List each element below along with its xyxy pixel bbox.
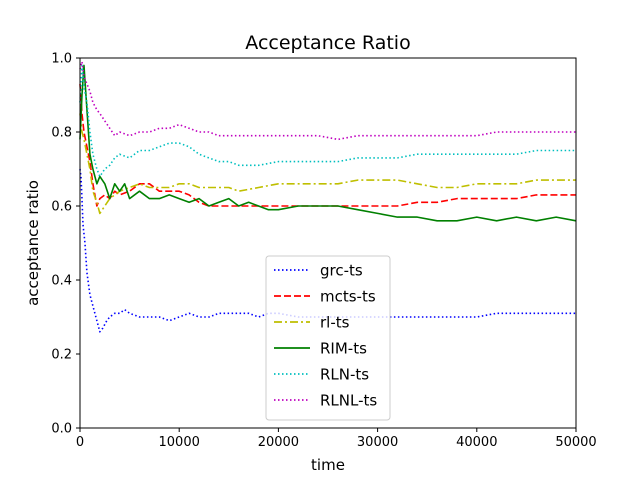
- y-tick-label: 0.0: [51, 422, 72, 437]
- series-line-rim-ts: [79, 64, 577, 222]
- legend-label-rl-ts: rl-ts: [320, 314, 350, 332]
- x-axis-title: time: [311, 456, 345, 474]
- series-line-mcts-ts: [79, 83, 576, 207]
- y-tick-label: 0.4: [51, 274, 72, 289]
- legend-label-rlnl-ts: RLNL-ts: [320, 392, 377, 410]
- plot-area: 0 10000 20000 30000 40000 50000 0.0 0.2 0.4 0.6 0.…: [51, 52, 596, 451]
- x-tick-label: 10000: [159, 435, 200, 450]
- x-tick-label: 0: [76, 435, 84, 450]
- x-tick-label: 30000: [357, 435, 398, 450]
- legend-label-rim-ts: RIM-ts: [320, 340, 367, 358]
- legend-label-mcts-ts: mcts-ts: [320, 288, 376, 306]
- y-tick-label: 0.8: [51, 126, 72, 141]
- legend-label-grc-ts: grc-ts: [320, 262, 363, 280]
- axes-frame: [79, 57, 577, 429]
- y-tick-label: 0.6: [51, 200, 72, 215]
- series-line-rlnl-ts: [79, 60, 576, 141]
- legend-label-rln-ts: RLN-ts: [320, 366, 369, 384]
- y-tick-label: 1.0: [51, 52, 72, 67]
- legend: grc-ts mcts-ts rl-ts RIM-ts RLN-ts RLNL-ts: [265, 255, 391, 421]
- series-line-rl-ts: [79, 113, 576, 215]
- legend-box: [265, 255, 391, 421]
- x-tick-label: 50000: [555, 435, 596, 450]
- x-tick-label: 20000: [258, 435, 299, 450]
- y-axis-title: acceptance ratio: [24, 180, 42, 306]
- y-tick-label: 0.2: [51, 348, 72, 363]
- chart-title: Acceptance Ratio: [245, 32, 410, 54]
- x-tick-label: 40000: [456, 435, 497, 450]
